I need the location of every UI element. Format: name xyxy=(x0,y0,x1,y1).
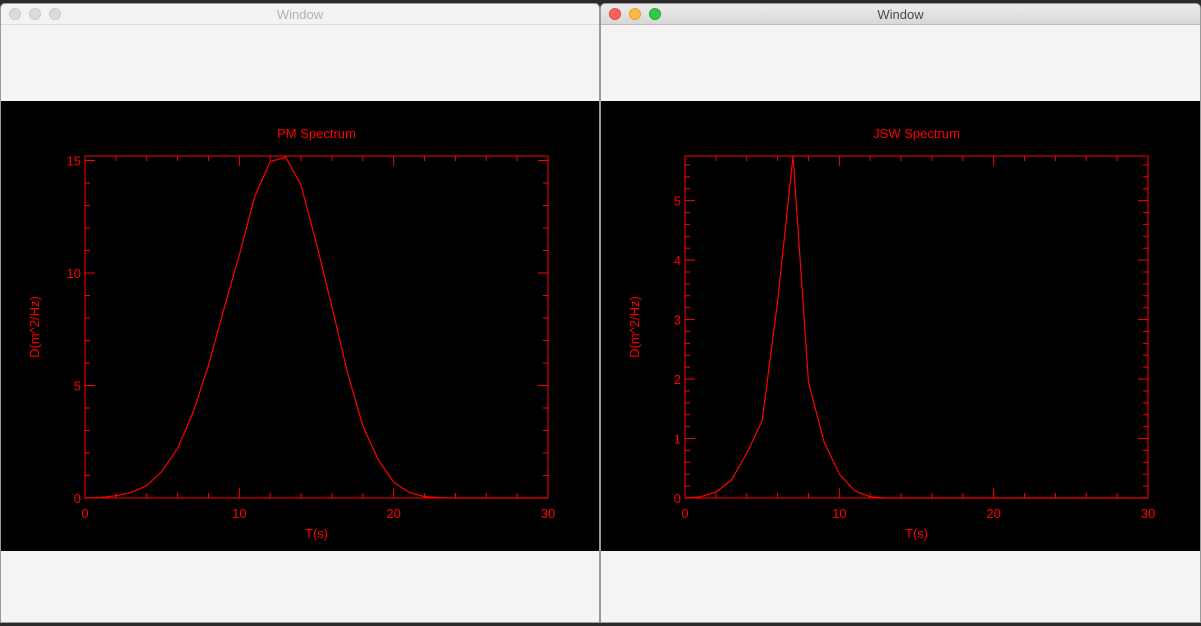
title-bar[interactable]: Window xyxy=(601,4,1200,25)
x-tick-label: 20 xyxy=(386,506,400,521)
x-tick-label: 0 xyxy=(681,506,688,521)
plot-frame xyxy=(684,155,1149,499)
x-tick-label: 0 xyxy=(81,506,88,521)
window-title: Window xyxy=(276,7,324,22)
series-line xyxy=(684,155,1148,499)
chart-title: PM Spectrum xyxy=(277,126,356,141)
plot-frame xyxy=(84,155,549,499)
x-tick-label: 10 xyxy=(832,506,846,521)
y-tick-label: 15 xyxy=(67,154,81,169)
plot-area: 0 10 20 30 0 1 2 3 4 5 JSW Spectrum T(s) D(m^2/Hz) xyxy=(601,101,1200,551)
y-tick-label: 0 xyxy=(674,491,681,506)
x-tick-label: 30 xyxy=(541,506,555,521)
y-tick-label: 5 xyxy=(674,194,681,209)
y-tick-label: 2 xyxy=(674,372,681,387)
plot-area: 0 10 20 30 0 5 10 15 PM Spectrum T(s) D(m^2/Hz) xyxy=(1,101,599,551)
title-bar[interactable]: Window xyxy=(1,4,599,25)
zoom-button[interactable] xyxy=(49,8,61,20)
y-tick-label: 10 xyxy=(67,266,81,281)
zoom-button[interactable] xyxy=(649,8,661,20)
x-axis-label: T(s) xyxy=(305,526,328,541)
x-tick-label: 30 xyxy=(1141,506,1155,521)
window-right: Window 0 10 20 30 0 1 2 3 4 5 JSW Spectrum T(s) D(m^… xyxy=(600,3,1201,623)
series-line xyxy=(84,156,548,499)
y-axis-label: D(m^2/Hz) xyxy=(627,296,642,358)
x-tick-label: 10 xyxy=(232,506,246,521)
jsw-spectrum-chart: 0 10 20 30 0 1 2 3 4 5 JSW Spectrum T(s) D(m^2/Hz) xyxy=(627,126,1155,541)
pm-spectrum-chart: 0 10 20 30 0 5 10 15 PM Spectrum T(s) D(m^2/Hz) xyxy=(27,126,555,541)
minimize-button[interactable] xyxy=(29,8,41,20)
close-button[interactable] xyxy=(9,8,21,20)
x-tick-label: 20 xyxy=(986,506,1000,521)
y-tick-label: 5 xyxy=(74,379,81,394)
y-axis-label: D(m^2/Hz) xyxy=(27,296,42,358)
y-tick-label: 0 xyxy=(74,491,81,506)
y-tick-label: 4 xyxy=(674,253,681,268)
close-button[interactable] xyxy=(609,8,621,20)
x-axis-label: T(s) xyxy=(905,526,928,541)
window-left: Window 0 10 20 30 0 5 10 15 PM Spectrum T(s) D(m^2… xyxy=(0,3,600,623)
window-title: Window xyxy=(877,7,924,22)
y-tick-label: 3 xyxy=(674,313,681,328)
minimize-button[interactable] xyxy=(629,8,641,20)
chart-title: JSW Spectrum xyxy=(873,126,960,141)
y-tick-label: 1 xyxy=(674,432,681,447)
